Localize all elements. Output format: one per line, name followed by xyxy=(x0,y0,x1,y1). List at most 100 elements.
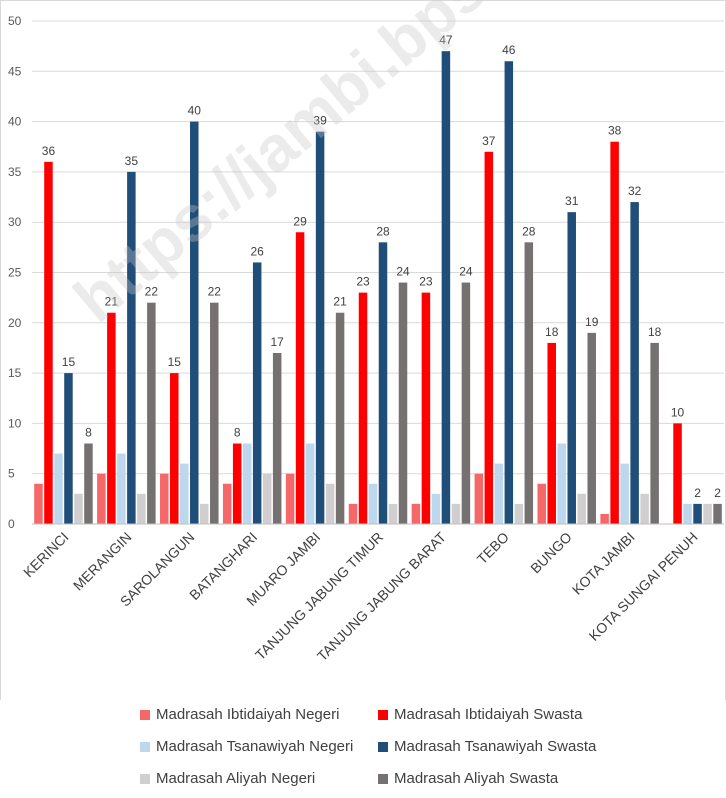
bar xyxy=(44,161,53,524)
bar xyxy=(84,443,93,524)
data-label: 2 xyxy=(714,486,721,500)
bar xyxy=(673,423,682,524)
legend-swatch xyxy=(140,773,150,784)
bar xyxy=(600,513,609,524)
data-label: 21 xyxy=(105,295,119,309)
bar xyxy=(54,453,63,524)
bar xyxy=(295,232,305,524)
data-label: 10 xyxy=(671,405,685,419)
bar xyxy=(242,443,252,524)
bar xyxy=(368,483,378,524)
bar xyxy=(262,473,272,524)
bar xyxy=(474,473,484,524)
legend-swatch xyxy=(378,741,388,752)
legend-item: Madrasah Ibtidaiyah Swasta xyxy=(378,706,582,723)
bar xyxy=(411,503,421,524)
legend-item: Madrasah Aliyah Swasta xyxy=(378,770,558,787)
bar xyxy=(107,312,116,524)
data-label: 29 xyxy=(293,214,307,228)
bar xyxy=(272,352,282,524)
bar xyxy=(127,171,136,524)
y-tick-label: 35 xyxy=(8,165,22,179)
bar xyxy=(117,453,126,524)
bar xyxy=(305,443,315,524)
bar xyxy=(170,373,179,524)
data-label: 15 xyxy=(62,355,76,369)
legend-item: Madrasah Ibtidaiyah Negeri xyxy=(140,706,339,723)
x-tick-label: KERINCI xyxy=(20,529,71,580)
y-tick-label: 40 xyxy=(8,115,22,129)
bar xyxy=(74,493,83,524)
bar xyxy=(34,483,43,524)
bar xyxy=(348,503,358,524)
x-tick-label: TEBO xyxy=(474,529,512,567)
data-label: 28 xyxy=(522,224,536,238)
data-label: 22 xyxy=(208,285,222,299)
bar xyxy=(577,493,586,524)
data-label: 24 xyxy=(396,265,410,279)
bar xyxy=(620,463,629,524)
bar xyxy=(285,473,295,524)
bar xyxy=(137,493,146,524)
legend-item: Madrasah Tsanawiyah Negeri xyxy=(140,738,353,755)
bar xyxy=(451,503,461,524)
data-label: 18 xyxy=(648,325,662,339)
legend-swatch xyxy=(378,709,388,720)
bar xyxy=(388,503,398,524)
bar xyxy=(190,121,199,524)
data-label: 2 xyxy=(694,486,701,500)
bar xyxy=(180,463,189,524)
y-tick-label: 15 xyxy=(8,366,22,380)
bar xyxy=(64,373,73,524)
bar xyxy=(713,503,722,524)
bar xyxy=(222,483,232,524)
bar xyxy=(537,483,546,524)
legend-swatch xyxy=(140,709,150,720)
bar xyxy=(232,443,242,524)
legend-label: Madrasah Tsanawiyah Negeri xyxy=(156,738,354,755)
bar xyxy=(461,282,471,524)
data-label: 47 xyxy=(439,33,453,47)
bar xyxy=(494,463,504,524)
data-label: 18 xyxy=(545,325,559,339)
x-tick-label: TANJUNG JABUNG BARAT xyxy=(314,528,450,664)
data-label: 17 xyxy=(271,335,285,349)
bar xyxy=(160,473,169,524)
data-label: 8 xyxy=(234,426,241,440)
bar xyxy=(547,342,556,524)
chart-legend: Madrasah Ibtidaiyah Negeri Madrasah Ibtid… xyxy=(0,700,726,798)
data-label: 21 xyxy=(333,295,347,309)
data-label: 26 xyxy=(251,244,265,258)
data-label: 15 xyxy=(168,355,182,369)
data-label: 22 xyxy=(145,285,159,299)
bar xyxy=(358,292,368,524)
data-label: 31 xyxy=(565,194,579,208)
legend-swatch xyxy=(140,741,150,752)
bar xyxy=(683,503,692,524)
bar xyxy=(421,292,431,524)
legend-swatch xyxy=(378,773,388,784)
bar xyxy=(587,332,596,524)
bar xyxy=(431,493,441,524)
data-label: 36 xyxy=(42,144,56,158)
bar xyxy=(315,131,325,524)
x-tick-label: KOTA SUNGAI PENUH xyxy=(586,529,701,644)
data-label: 39 xyxy=(313,114,327,128)
bar xyxy=(703,503,712,524)
data-label: 40 xyxy=(188,104,202,118)
data-label: 38 xyxy=(608,124,622,138)
bar xyxy=(441,51,451,525)
bar xyxy=(378,242,388,524)
bar xyxy=(524,242,534,524)
y-tick-label: 0 xyxy=(8,517,15,531)
bar xyxy=(640,493,649,524)
bar xyxy=(557,443,566,524)
bar xyxy=(147,302,156,524)
bar xyxy=(200,503,209,524)
data-label: 23 xyxy=(356,275,370,289)
y-tick-label: 30 xyxy=(8,215,22,229)
legend-label: Madrasah Aliyah Negeri xyxy=(156,770,316,787)
legend-label: Madrasah Aliyah Swasta xyxy=(394,770,559,787)
data-label: 28 xyxy=(376,224,390,238)
data-label: 35 xyxy=(125,154,139,168)
